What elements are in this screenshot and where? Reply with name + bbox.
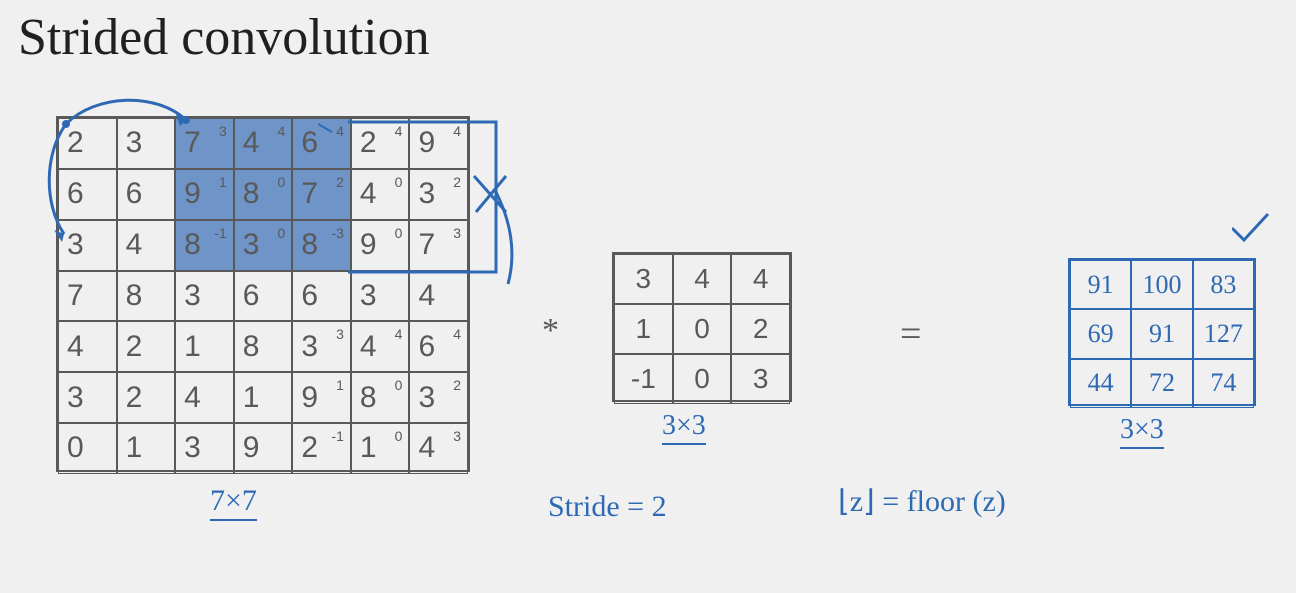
input-cell: 2 — [58, 118, 117, 169]
input-cell: 3 — [351, 271, 410, 322]
output-matrix: 91100836991127447274 — [1068, 258, 1256, 406]
input-cell: 6 — [58, 169, 117, 220]
kernel-cell: 1 — [614, 304, 673, 354]
output-cell: 44 — [1070, 359, 1131, 408]
input-cell: 2 — [117, 321, 176, 372]
input-cell: 33 — [292, 321, 351, 372]
input-cell: 72 — [292, 169, 351, 220]
input-cell: 73 — [409, 220, 468, 271]
input-cell: 1 — [175, 321, 234, 372]
kernel-cell: 0 — [673, 354, 732, 404]
input-cell: 8-3 — [292, 220, 351, 271]
output-cell: 91 — [1131, 309, 1192, 358]
output-cell: 69 — [1070, 309, 1131, 358]
output-size-label: 3×3 — [1120, 414, 1164, 449]
input-cell: 6 — [234, 271, 293, 322]
kernel-size-label: 3×3 — [662, 410, 706, 445]
kernel-cell: 3 — [731, 354, 790, 404]
input-cell: 40 — [351, 169, 410, 220]
input-cell: 3 — [58, 372, 117, 423]
output-cell: 91 — [1070, 260, 1131, 309]
output-cell: 72 — [1131, 359, 1192, 408]
input-cell: 64 — [292, 118, 351, 169]
output-cell: 83 — [1193, 260, 1254, 309]
input-cell: 2 — [117, 372, 176, 423]
input-cell: 24 — [351, 118, 410, 169]
input-cell: 94 — [409, 118, 468, 169]
input-cell: 4 — [175, 372, 234, 423]
input-cell: 73 — [175, 118, 234, 169]
input-cell: 8 — [234, 321, 293, 372]
equals-operator: = — [900, 312, 921, 356]
input-cell: 4 — [409, 271, 468, 322]
stride-annotation: Stride = 2 — [548, 490, 667, 524]
tick-icon — [1232, 210, 1282, 250]
input-cell: 10 — [351, 423, 410, 474]
input-cell: 32 — [409, 372, 468, 423]
input-cell: 64 — [409, 321, 468, 372]
input-size-label: 7×7 — [210, 484, 257, 521]
input-cell: 80 — [351, 372, 410, 423]
kernel-cell: 0 — [673, 304, 732, 354]
kernel-cell: 4 — [731, 254, 790, 304]
kernel-cell: 3 — [614, 254, 673, 304]
input-cell: 6 — [292, 271, 351, 322]
input-cell: 1 — [117, 423, 176, 474]
input-cell: 3 — [58, 220, 117, 271]
floor-annotation: ⌊z⌋ = floor (z) — [838, 484, 1006, 519]
input-cell: 91 — [292, 372, 351, 423]
input-cell: 30 — [234, 220, 293, 271]
input-cell: 44 — [234, 118, 293, 169]
output-cell: 100 — [1131, 260, 1192, 309]
input-cell: 8 — [117, 271, 176, 322]
kernel-matrix: 344102-103 — [612, 252, 792, 402]
kernel-cell: 2 — [731, 304, 790, 354]
convolution-operator: * — [542, 312, 559, 350]
input-matrix: 237344642494669180724032348-1308-3907378… — [56, 116, 470, 472]
input-cell: 1 — [234, 372, 293, 423]
input-cell: 9 — [234, 423, 293, 474]
input-cell: 3 — [175, 423, 234, 474]
input-cell: 3 — [117, 118, 176, 169]
input-cell: 8-1 — [175, 220, 234, 271]
input-cell: 80 — [234, 169, 293, 220]
input-cell: 32 — [409, 169, 468, 220]
input-cell: 3 — [175, 271, 234, 322]
kernel-cell: -1 — [614, 354, 673, 404]
input-cell: 7 — [58, 271, 117, 322]
input-cell: 4 — [117, 220, 176, 271]
input-cell: 43 — [409, 423, 468, 474]
kernel-cell: 4 — [673, 254, 732, 304]
output-cell: 127 — [1193, 309, 1254, 358]
input-cell: 0 — [58, 423, 117, 474]
input-cell: 90 — [351, 220, 410, 271]
input-cell: 2-1 — [292, 423, 351, 474]
output-cell: 74 — [1193, 359, 1254, 408]
slide-title: Strided convolution — [18, 8, 430, 67]
input-cell: 91 — [175, 169, 234, 220]
input-cell: 44 — [351, 321, 410, 372]
input-cell: 4 — [58, 321, 117, 372]
input-cell: 6 — [117, 169, 176, 220]
